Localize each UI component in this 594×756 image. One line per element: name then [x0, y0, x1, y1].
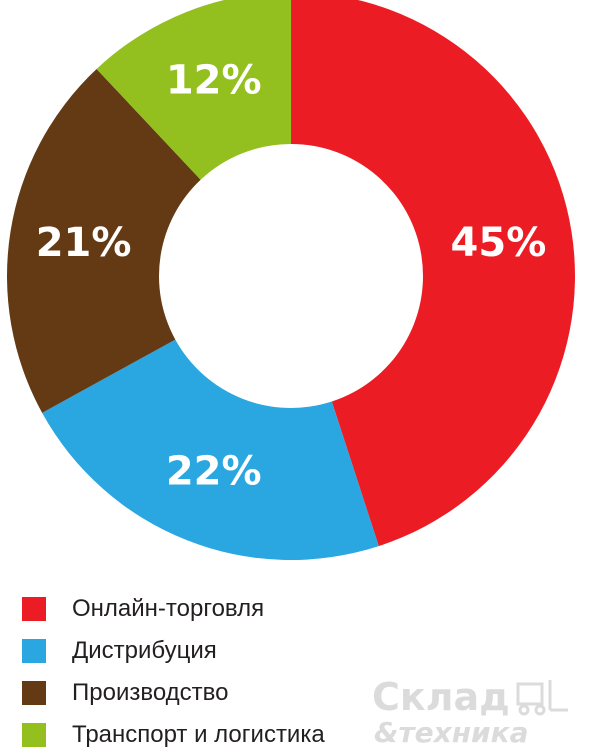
legend-label: Онлайн-торговля — [72, 595, 265, 622]
watermark-logo: Склад &техника — [372, 676, 568, 746]
legend-swatch — [22, 597, 46, 621]
donut-chart: 45% 22% 21% 12% — [7, 0, 575, 560]
legend: Онлайн-торговля Дистрибуция Производство Тр… — [22, 588, 382, 756]
legend-item: Производство — [22, 672, 382, 714]
legend-label: Транспорт и логистика — [72, 721, 325, 748]
legend-item: Дистрибуция — [22, 630, 382, 672]
slice-value-label: 22% — [166, 448, 262, 494]
legend-swatch — [22, 723, 46, 747]
watermark-line1: Склад — [372, 676, 510, 719]
slice-value-label: 12% — [166, 58, 262, 104]
slice-value-label: 21% — [36, 220, 132, 266]
legend-swatch — [22, 681, 46, 705]
pie-slice — [42, 339, 379, 560]
donut-slices — [7, 0, 575, 560]
legend-label: Дистрибуция — [72, 637, 217, 664]
forklift-icon — [516, 680, 568, 716]
slice-value-label: 45% — [451, 220, 547, 266]
pie-slice — [291, 0, 575, 547]
legend-item: Транспорт и логистика — [22, 714, 382, 756]
pie-slice — [96, 0, 291, 180]
legend-label: Производство — [72, 679, 229, 706]
legend-item: Онлайн-торговля — [22, 588, 382, 630]
donut-value-labels: 45% 22% 21% 12% — [36, 58, 547, 495]
watermark-line2: &техника — [374, 716, 529, 746]
legend-swatch — [22, 639, 46, 663]
pie-slice — [7, 68, 201, 413]
